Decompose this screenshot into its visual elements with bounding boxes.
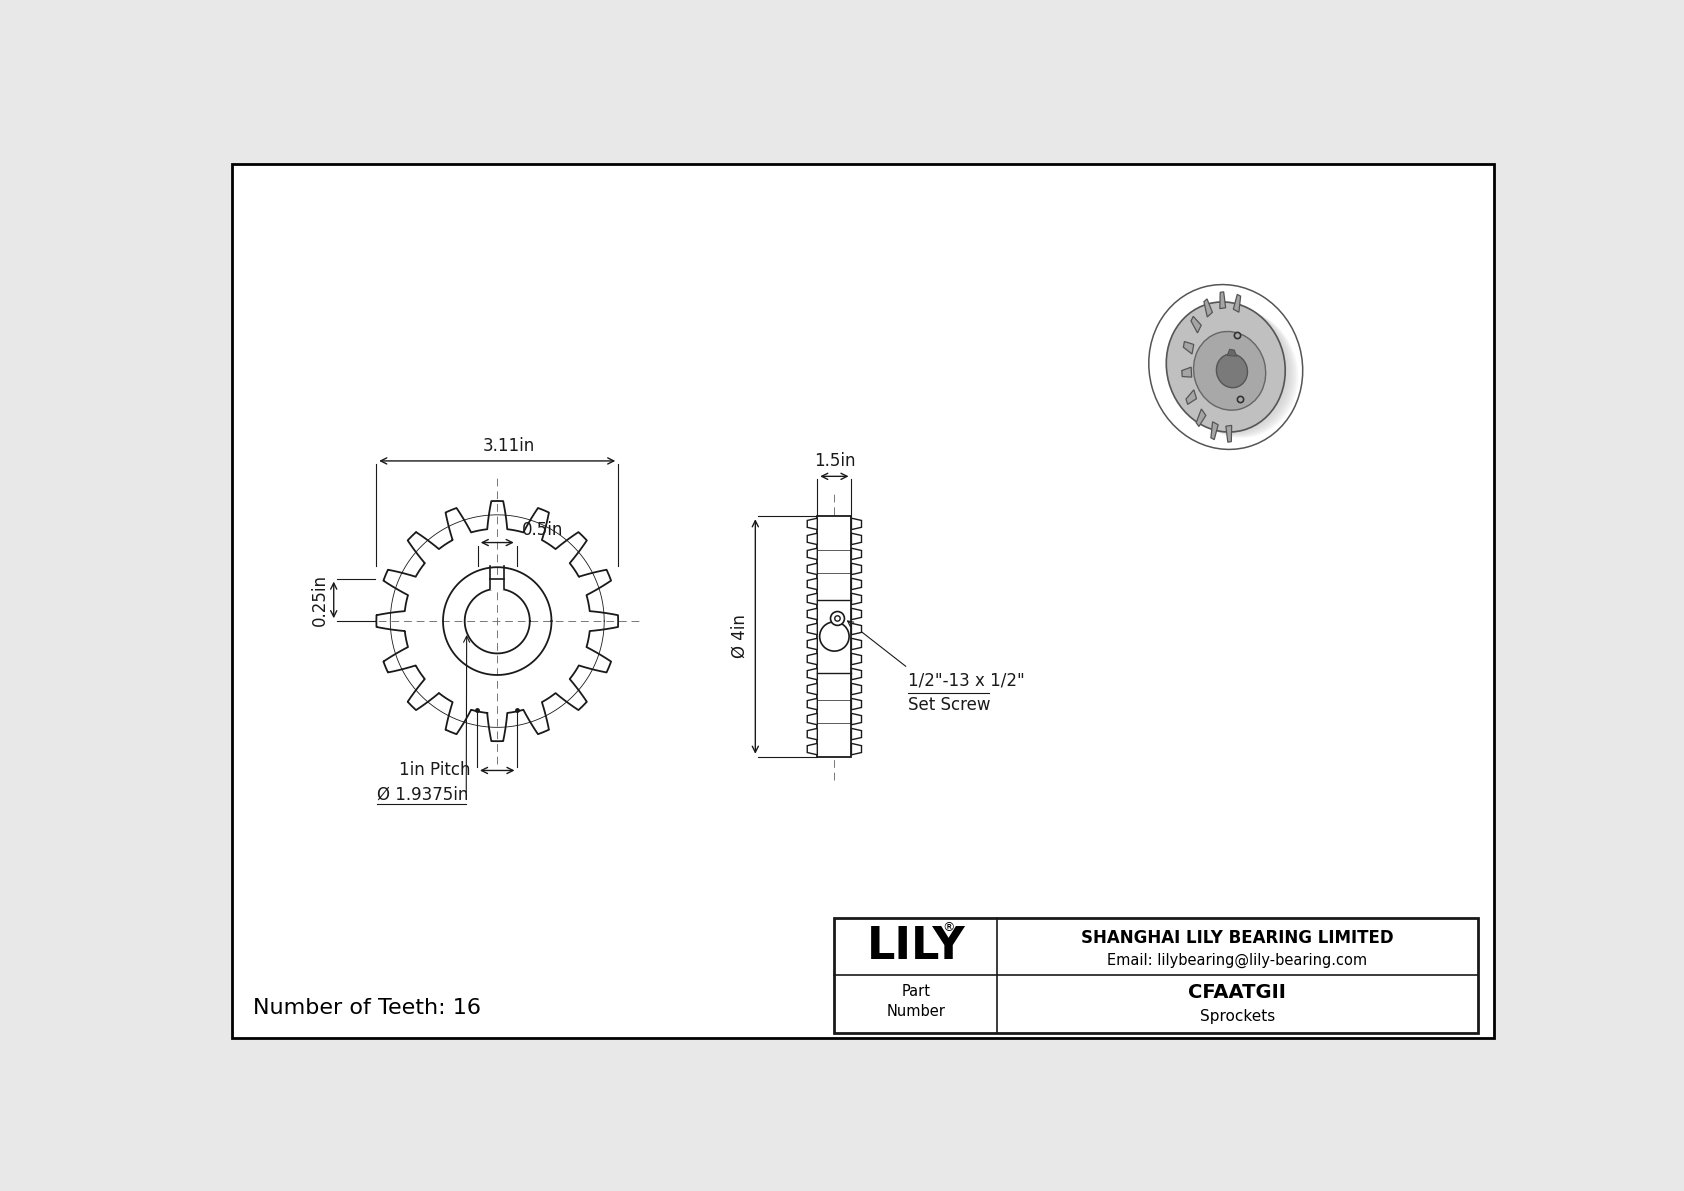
Text: CFAATGII: CFAATGII xyxy=(1189,983,1287,1002)
Polygon shape xyxy=(852,654,862,665)
Polygon shape xyxy=(852,609,862,619)
Polygon shape xyxy=(1182,367,1192,378)
Polygon shape xyxy=(1191,317,1201,333)
Polygon shape xyxy=(807,638,817,650)
Polygon shape xyxy=(1196,409,1206,426)
Ellipse shape xyxy=(1167,303,1285,432)
Text: LILY: LILY xyxy=(867,925,965,968)
Ellipse shape xyxy=(1170,305,1288,434)
Polygon shape xyxy=(807,579,817,590)
Polygon shape xyxy=(1211,422,1218,439)
Text: Number of Teeth: 16: Number of Teeth: 16 xyxy=(253,998,482,1017)
Bar xyxy=(817,517,852,756)
Polygon shape xyxy=(807,668,817,680)
Polygon shape xyxy=(852,668,862,680)
Text: 0.25in: 0.25in xyxy=(312,574,328,626)
Circle shape xyxy=(830,611,844,625)
Text: 1/2"-13 x 1/2"
Set Screw: 1/2"-13 x 1/2" Set Screw xyxy=(908,672,1026,715)
Polygon shape xyxy=(1184,342,1194,354)
Polygon shape xyxy=(852,729,862,740)
Polygon shape xyxy=(852,698,862,710)
Polygon shape xyxy=(807,654,817,665)
Polygon shape xyxy=(807,713,817,725)
Polygon shape xyxy=(852,684,862,694)
Text: 1.5in: 1.5in xyxy=(813,453,855,470)
Ellipse shape xyxy=(1174,306,1293,435)
Text: 0.5in: 0.5in xyxy=(522,522,564,540)
Polygon shape xyxy=(852,548,862,560)
Text: Part
Number: Part Number xyxy=(886,985,945,1019)
Polygon shape xyxy=(1186,389,1197,405)
Polygon shape xyxy=(807,609,817,619)
Polygon shape xyxy=(807,729,817,740)
Polygon shape xyxy=(1233,294,1241,312)
Polygon shape xyxy=(807,548,817,560)
Text: Ø 4in: Ø 4in xyxy=(731,615,749,659)
Circle shape xyxy=(835,616,840,622)
Text: Email: lilybearing@lily-bearing.com: Email: lilybearing@lily-bearing.com xyxy=(1108,953,1367,968)
Polygon shape xyxy=(852,518,862,530)
Ellipse shape xyxy=(1177,308,1297,437)
Ellipse shape xyxy=(1216,354,1248,388)
Ellipse shape xyxy=(1194,331,1266,410)
Bar xyxy=(834,917,1477,1033)
Ellipse shape xyxy=(1167,303,1285,431)
Polygon shape xyxy=(807,593,817,605)
Text: SHANGHAI LILY BEARING LIMITED: SHANGHAI LILY BEARING LIMITED xyxy=(1081,929,1394,947)
Polygon shape xyxy=(1226,425,1231,442)
Polygon shape xyxy=(807,684,817,694)
Ellipse shape xyxy=(1172,305,1290,434)
Polygon shape xyxy=(852,713,862,725)
Polygon shape xyxy=(1228,349,1236,356)
Bar xyxy=(490,578,504,590)
Polygon shape xyxy=(852,534,862,544)
Polygon shape xyxy=(852,563,862,574)
Polygon shape xyxy=(852,593,862,605)
Text: ®: ® xyxy=(941,921,955,934)
Polygon shape xyxy=(852,638,862,650)
Polygon shape xyxy=(807,743,817,755)
Polygon shape xyxy=(852,579,862,590)
Polygon shape xyxy=(807,698,817,710)
Text: Ø 1.9375in: Ø 1.9375in xyxy=(377,786,468,804)
Polygon shape xyxy=(1204,299,1212,317)
Circle shape xyxy=(820,622,849,651)
Polygon shape xyxy=(852,743,862,755)
Polygon shape xyxy=(807,534,817,544)
Polygon shape xyxy=(807,563,817,574)
Ellipse shape xyxy=(1175,307,1295,436)
Polygon shape xyxy=(852,623,862,635)
Ellipse shape xyxy=(1179,310,1298,438)
Text: Sprockets: Sprockets xyxy=(1199,1009,1275,1024)
Polygon shape xyxy=(807,518,817,530)
Polygon shape xyxy=(807,623,817,635)
Text: 1in Pitch: 1in Pitch xyxy=(399,761,472,779)
Polygon shape xyxy=(1219,292,1226,308)
Text: 3.11in: 3.11in xyxy=(483,437,536,455)
Ellipse shape xyxy=(1169,304,1287,432)
